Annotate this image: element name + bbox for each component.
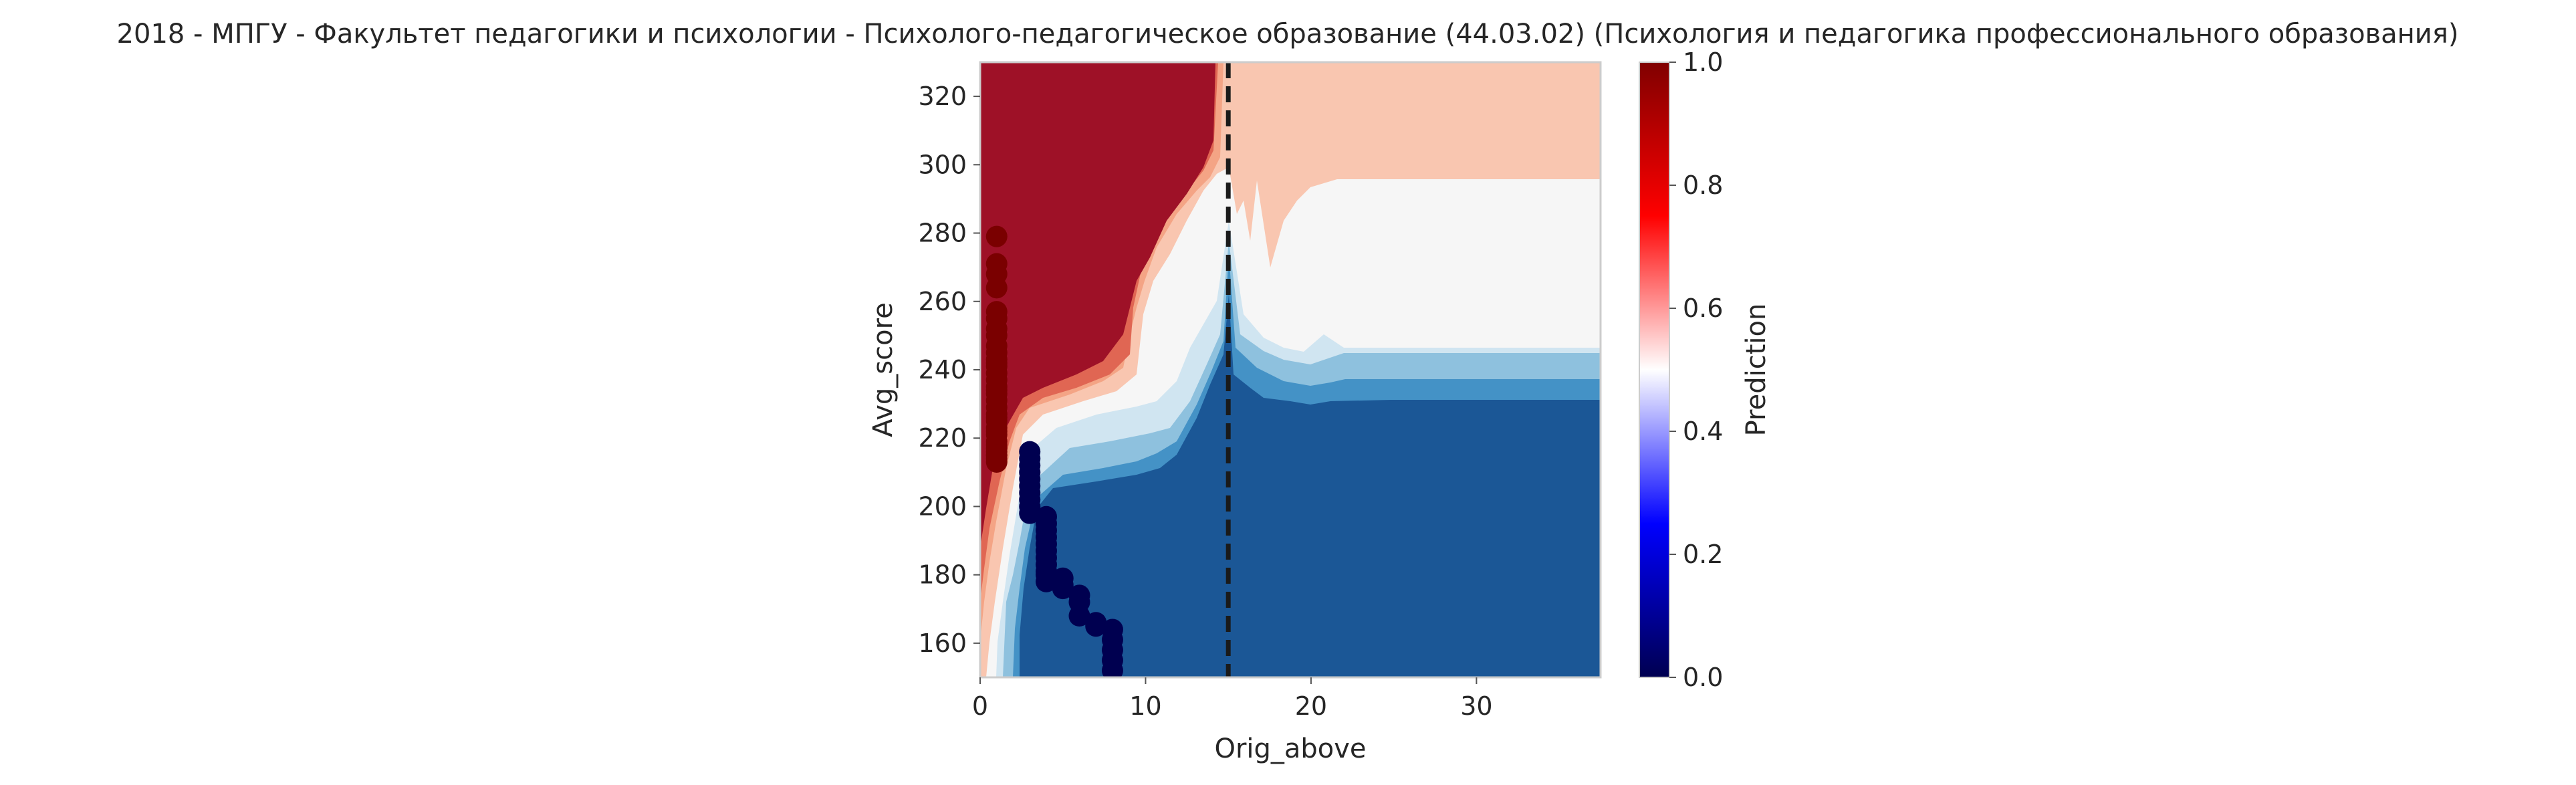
y-tick-label: 220 bbox=[918, 423, 967, 453]
colorbar-tick-label: 1.0 bbox=[1683, 47, 1723, 77]
colorbar-ticks: 0.0 0.2 0.4 0.6 0.8 1.0 bbox=[1669, 47, 1723, 692]
contour-regions bbox=[980, 62, 1601, 677]
class-1-point bbox=[985, 407, 1008, 429]
colorbar-tick-label: 0.2 bbox=[1683, 540, 1723, 569]
x-tick-label: 30 bbox=[1460, 691, 1492, 721]
class-1-point bbox=[985, 451, 1008, 473]
y-tick-label: 320 bbox=[918, 82, 967, 111]
y-tick-label: 300 bbox=[918, 150, 967, 179]
class-0-point bbox=[1101, 659, 1123, 677]
class-1-point bbox=[985, 277, 1008, 299]
class-0-point bbox=[1068, 605, 1090, 627]
y-tick-label: 280 bbox=[918, 219, 967, 248]
y-tick-label: 160 bbox=[918, 629, 967, 658]
class-0-point bbox=[1035, 570, 1057, 592]
y-tick-label: 200 bbox=[918, 491, 967, 521]
y-tick-label: 240 bbox=[918, 355, 967, 384]
x-tick-label: 0 bbox=[972, 691, 988, 721]
class-0-point bbox=[1085, 615, 1107, 637]
x-axis-ticks: 0 10 20 30 bbox=[972, 677, 1493, 721]
class-1-point bbox=[985, 225, 1008, 247]
region-level-0.9 bbox=[980, 62, 1215, 548]
class-1-point bbox=[985, 352, 1008, 374]
y-tick-label: 260 bbox=[918, 287, 967, 316]
scatter-points-class-0 bbox=[1019, 441, 1123, 677]
x-tick-label: 10 bbox=[1129, 691, 1161, 721]
y-axis-label: Avg_score bbox=[868, 302, 899, 437]
y-tick-label: 180 bbox=[918, 560, 967, 590]
colorbar-label: Prediction bbox=[1741, 304, 1772, 437]
colorbar bbox=[1639, 62, 1670, 678]
y-axis-ticks: 160 180 200 220 240 260 280 300 320 bbox=[918, 82, 980, 658]
class-1-point bbox=[985, 379, 1008, 401]
class-0-point bbox=[1019, 502, 1041, 524]
colorbar-tick-label: 0.0 bbox=[1683, 663, 1723, 692]
colorbar-tick-label: 0.8 bbox=[1683, 171, 1723, 200]
colorbar-tick-label: 0.4 bbox=[1683, 417, 1723, 446]
x-tick-label: 20 bbox=[1295, 691, 1327, 721]
chart-title: 2018 - МПГУ - Факультет педагогики и пси… bbox=[117, 19, 2459, 49]
class-0-point bbox=[1052, 578, 1074, 600]
x-axis-label: Orig_above bbox=[1214, 734, 1366, 764]
scatter-points-class-1 bbox=[985, 225, 1008, 473]
colorbar-tick-label: 0.6 bbox=[1683, 294, 1723, 323]
